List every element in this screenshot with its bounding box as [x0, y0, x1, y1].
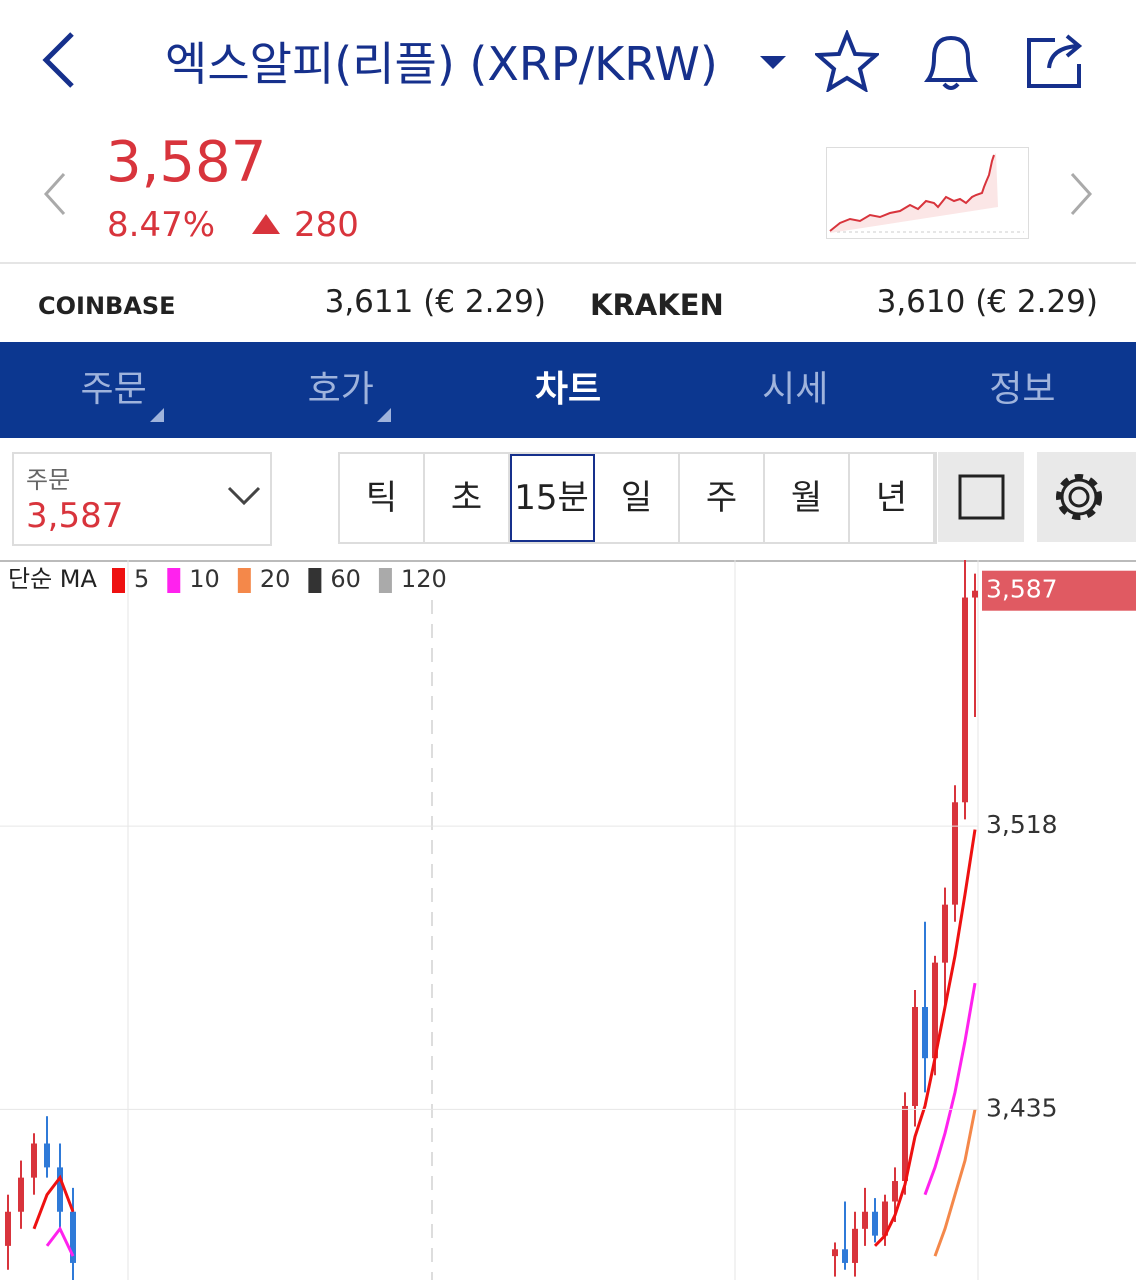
bell-icon[interactable] — [918, 30, 984, 94]
legend-label: 10 — [189, 565, 220, 593]
candle-body — [932, 962, 938, 1059]
change: 280 — [294, 205, 359, 245]
exchange-name: KRAKEN — [590, 288, 724, 322]
price: 3,587 — [106, 130, 267, 195]
candle-body — [31, 1143, 37, 1178]
square-icon — [958, 474, 1005, 520]
ma-line — [45, 1225, 75, 1257]
settings-button[interactable] — [1037, 452, 1136, 542]
candle-body — [972, 590, 978, 598]
y-tick-label: 3,518 — [986, 810, 1058, 839]
divider — [0, 262, 1136, 264]
candle-body — [862, 1211, 868, 1229]
change-pct: 8.47% — [107, 205, 216, 245]
exchange-price: 3,611 (€ 2.29) — [324, 284, 546, 320]
share-icon[interactable] — [1025, 30, 1089, 92]
gear-icon — [1056, 474, 1102, 520]
y-tick-label: 3,435 — [986, 1093, 1058, 1122]
ma-line — [923, 982, 977, 1196]
tab[interactable]: 주문 — [0, 342, 227, 438]
period-button[interactable]: 주 — [680, 454, 765, 542]
candle-body — [962, 597, 968, 803]
title[interactable]: 엑스알피(리플) (XRP/KRW) — [165, 37, 718, 91]
tab[interactable]: 정보 — [989, 369, 1056, 410]
candle-body — [57, 1167, 63, 1212]
exchange-price: 3,610 (€ 2.29) — [876, 284, 1098, 320]
candle-body — [952, 802, 958, 905]
candle-body — [872, 1211, 878, 1236]
tab-bar: 주문 호가 차트 시세 정보 — [0, 342, 1136, 438]
dropdown-icon[interactable] — [758, 52, 788, 72]
ma-line — [873, 829, 977, 1247]
last-price-label: 3,587 — [986, 575, 1058, 604]
tab[interactable]: 호가 — [227, 342, 454, 438]
ma-line — [32, 1174, 75, 1230]
candle-body — [18, 1177, 24, 1212]
candle-body — [852, 1228, 858, 1263]
legend-swatch — [112, 568, 125, 593]
period-button[interactable]: 일 — [595, 454, 680, 542]
legend-swatch — [378, 568, 392, 593]
candle-body — [832, 1249, 838, 1257]
legend-title: 단순 MA — [8, 565, 97, 593]
chevron-down — [227, 486, 261, 506]
period-button[interactable]: 15분 — [510, 454, 595, 542]
legend-label: 20 — [260, 565, 291, 593]
selector-label: 주문 — [26, 466, 71, 494]
exchange-name: COINBASE — [38, 292, 176, 320]
tab-corner — [150, 408, 164, 422]
candle-body — [922, 1007, 928, 1059]
period-button[interactable]: 틱 — [340, 454, 425, 542]
candle-body — [5, 1211, 11, 1246]
prev-arrow[interactable] — [40, 170, 70, 220]
last-price-box — [982, 570, 1136, 611]
ma-line — [933, 1109, 977, 1257]
price-chart: 3,518 3,435 단순 MA 5 10 20 60 120 3,587 — [0, 560, 1136, 1280]
next-arrow[interactable] — [1066, 170, 1096, 220]
legend-swatch — [167, 568, 181, 593]
back-button[interactable] — [40, 30, 80, 90]
candle-body — [44, 1143, 50, 1168]
candle-body — [842, 1249, 848, 1263]
legend-label: 5 — [134, 565, 149, 593]
candle-body — [882, 1201, 888, 1236]
selector-value: 3,587 — [26, 496, 124, 536]
layout-button[interactable] — [938, 452, 1024, 542]
candle-body — [70, 1211, 76, 1263]
tab[interactable]: 차트 — [534, 369, 602, 410]
candle-body — [942, 904, 948, 963]
candle-body — [892, 1181, 898, 1202]
sparkline — [826, 147, 1029, 239]
tab[interactable]: 시세 — [762, 369, 829, 410]
legend-swatch — [308, 568, 322, 593]
legend-label: 120 — [401, 565, 447, 593]
candle-body — [902, 1105, 908, 1182]
legend-swatch — [237, 568, 251, 593]
candle-body — [912, 1007, 918, 1106]
period-button[interactable]: 월 — [765, 454, 850, 542]
period-button[interactable]: 년 — [850, 454, 935, 542]
star-icon[interactable] — [815, 30, 879, 92]
period-button[interactable]: 초 — [425, 454, 510, 542]
order-selector[interactable]: 주문 3,587 — [12, 452, 272, 546]
up-triangle — [252, 214, 280, 234]
period-selector: 틱 초 15분 일 주 월 년 — [338, 452, 937, 544]
tab-corner — [377, 408, 392, 422]
legend-label: 60 — [330, 565, 361, 593]
